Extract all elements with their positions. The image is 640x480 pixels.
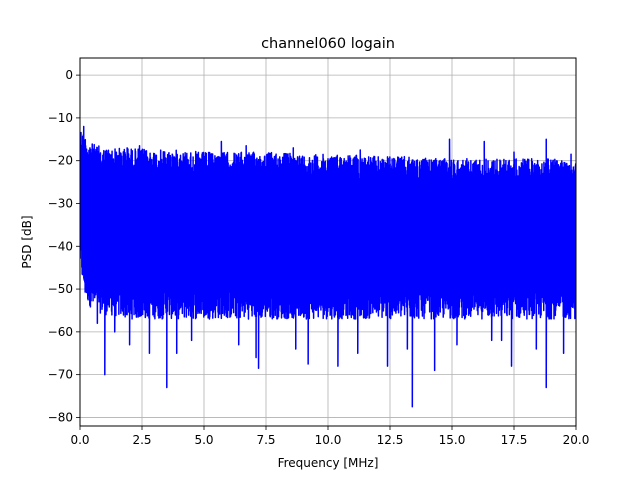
y-tick-label: −50 bbox=[48, 282, 73, 296]
x-tick-label: 15.0 bbox=[439, 433, 466, 447]
y-tick-label: −20 bbox=[48, 154, 73, 168]
y-tick-label: −40 bbox=[48, 239, 73, 253]
psd-series-line bbox=[80, 125, 576, 408]
x-tick-label: 5.0 bbox=[194, 433, 213, 447]
x-tick-label: 7.5 bbox=[256, 433, 275, 447]
chart-title: channel060 logain bbox=[261, 36, 395, 52]
y-tick-label: −30 bbox=[48, 196, 73, 210]
x-tick-label: 12.5 bbox=[377, 433, 404, 447]
x-tick-label: 10.0 bbox=[315, 433, 342, 447]
plot-area bbox=[80, 125, 576, 408]
y-axis-label: PSD [dB] bbox=[20, 215, 34, 268]
y-tick-label: −80 bbox=[48, 410, 73, 424]
x-tick-label: 2.5 bbox=[132, 433, 151, 447]
y-tick-label: −70 bbox=[48, 368, 73, 382]
y-tick-label: 0 bbox=[65, 68, 73, 82]
x-axis: 0.0 2.5 5.0 7.5 10.0 12.5 15.0 17.5 20.0 bbox=[70, 426, 589, 447]
x-tick-label: 0.0 bbox=[70, 433, 89, 447]
y-tick-label: −60 bbox=[48, 325, 73, 339]
x-axis-label: Frequency [MHz] bbox=[278, 456, 379, 470]
y-tick-label: −10 bbox=[48, 111, 73, 125]
x-tick-label: 20.0 bbox=[563, 433, 590, 447]
y-axis: 0 −10 −20 −30 −40 −50 −60 −70 −80 bbox=[48, 68, 80, 424]
x-tick-label: 17.5 bbox=[501, 433, 528, 447]
